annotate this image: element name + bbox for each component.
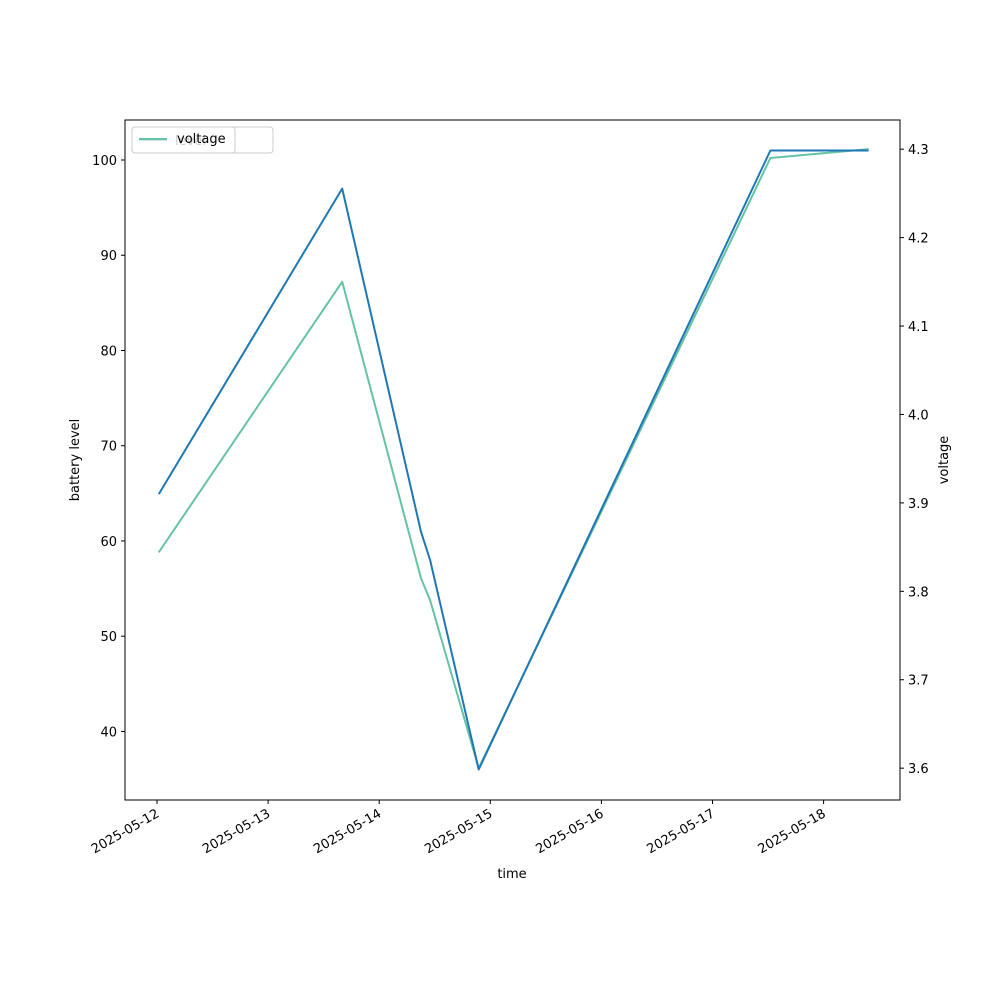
right-y-tick-label: 4.3 xyxy=(908,143,929,158)
left-y-tick-label: 80 xyxy=(100,344,117,359)
left-y-tick-label: 60 xyxy=(100,535,117,550)
legend-label-voltage: voltage xyxy=(177,132,226,147)
right-y-tick-label: 4.1 xyxy=(908,320,929,335)
left-y-tick-label: 70 xyxy=(100,440,117,455)
right-y-axis: 3.6 3.7 3.8 3.9 4.0 4.1 4.2 4.3 xyxy=(900,143,929,777)
left-y-axis: 40 50 60 70 80 90 100 xyxy=(92,154,125,740)
left-y-tick-label: 90 xyxy=(100,249,117,264)
left-y-tick-label: 100 xyxy=(92,154,117,169)
right-y-tick-label: 3.7 xyxy=(908,674,929,689)
right-y-axis-label: voltage xyxy=(937,436,952,485)
plot-frame xyxy=(124,119,901,801)
x-axis-label: time xyxy=(497,867,526,882)
left-y-tick-label: 50 xyxy=(100,630,117,645)
series-layer xyxy=(157,148,869,771)
right-y-tick-label: 3.9 xyxy=(908,497,929,512)
right-y-tick-label: 4.0 xyxy=(908,408,929,423)
right-y-tick-label: 3.8 xyxy=(908,585,929,600)
series-line-level xyxy=(157,149,869,771)
left-y-axis-label: battery level xyxy=(68,419,83,502)
right-y-tick-label: 3.6 xyxy=(908,762,929,777)
right-y-tick-label: 4.2 xyxy=(908,232,929,247)
left-y-tick-label: 40 xyxy=(100,725,117,740)
legend-box-voltage xyxy=(131,126,236,154)
series-line-voltage xyxy=(157,148,869,770)
